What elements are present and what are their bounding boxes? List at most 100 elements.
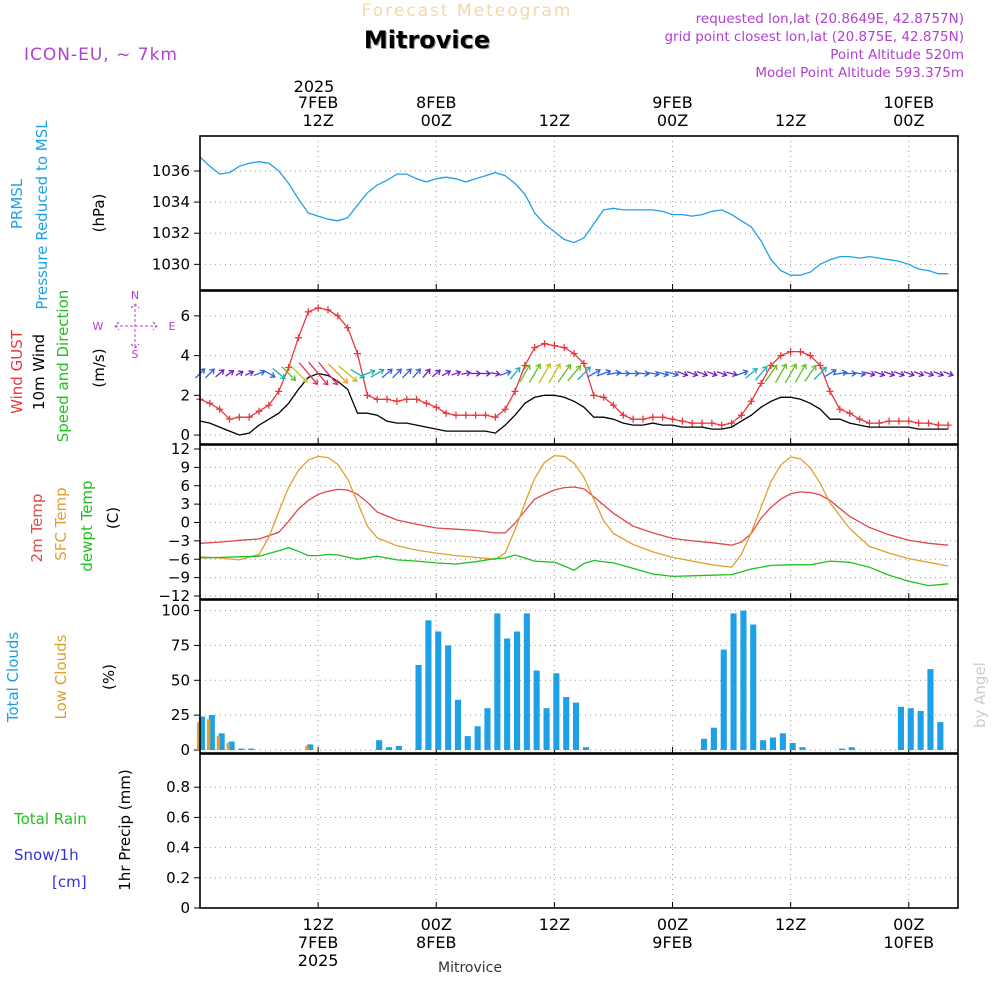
gust-marker [275,387,283,395]
bar-total_cloud [838,748,845,750]
wind-arrow [726,371,737,376]
total-clouds-label: Total Clouds [4,632,22,724]
top-tick-label: 12Z [302,111,333,130]
wind-arrow [577,366,591,381]
wind-arrow [764,364,778,382]
y-tick-label: 0.4 [166,839,190,857]
wind-arrow [677,371,688,376]
wind-arrow [666,371,679,376]
y-tick-label: 6 [180,307,190,325]
series-line-sfc [199,455,949,568]
wind-arrow-head [711,370,718,378]
gust-marker [796,348,804,356]
wind-arrow [262,369,276,378]
watermark: by Angel [971,662,989,728]
y-tick-label: −12 [158,587,190,605]
wind-arrow-head [811,364,817,371]
bar-total_cloud [386,747,393,750]
model-label: ICON-EU, ~ 7km [24,45,178,65]
wind-arrow-head [851,370,857,377]
wind-arrow-head [475,370,482,377]
wind-arrow-head [908,370,915,378]
gust-marker [728,419,736,427]
bottom-tick-label: 12Z [775,915,806,934]
gust-marker [452,411,460,419]
wind-arrow-head [455,369,462,377]
bar-total_cloud [514,631,521,750]
gust-marker [216,405,224,413]
wind-arrow-head [415,368,422,374]
bar-total_cloud [769,737,776,750]
gust-label: Wind GUST [8,329,26,414]
wind-arrow-head [771,364,778,371]
gust-marker [344,324,352,332]
wind-arrow [864,371,875,376]
wind-arrow [359,370,375,377]
wind-arrow [706,371,717,376]
wind-arrow-head [565,363,571,370]
bar-total_cloud [789,743,796,750]
wind-arrow-head [899,370,906,378]
wind-arrow [509,367,521,380]
y-tick-label: −3 [168,532,190,550]
footer-location: Mitrovice [438,960,502,976]
gust-marker [265,401,273,409]
top-year-label: 2025 [294,77,335,96]
y-tick-label: 6 [180,477,190,495]
wind-arrow-head [535,363,542,370]
bar-total_cloud [710,727,717,750]
bar-total_cloud [445,645,452,750]
wind-arrow-head [269,372,276,378]
wind-arrow-head [342,378,349,384]
top-tick-label: 00Z [657,111,688,130]
bar-total_cloud [740,610,747,750]
bar-low_cloud [305,745,309,750]
wind-arrow [205,368,215,379]
wind-arrow-head [435,369,441,376]
wind-arrow [853,371,866,376]
gust-marker [865,419,873,427]
bottom-tick-label: 8FEB [416,933,456,952]
gust-marker [304,308,312,316]
bottom-tick-label: 10FEB [883,933,934,952]
y-tick-label: 3 [180,495,190,513]
gust-marker [531,344,539,352]
wind-arrow-head [378,368,385,375]
gust-marker [934,421,942,429]
bottom-tick-label: 00Z [893,915,924,934]
gust-marker [570,350,578,358]
gust-marker [767,362,775,370]
wind-arrow [451,371,461,376]
wind-arrow-head [841,369,848,377]
gust-marker [560,344,568,352]
panel-frame [199,290,959,445]
wind-arrow-head [351,376,358,382]
wind-arrow [519,364,531,383]
panel-4: 0 0.2 0.4 0.6 0.8 [166,753,959,917]
wind-arrow-head [928,370,935,378]
gust-marker [895,417,903,425]
panel-background [200,754,958,908]
panel-frame [199,753,959,909]
wind-arrow [696,371,708,376]
wind-arrow [338,365,358,382]
top-tick-label: 8FEB [416,93,456,112]
wind-arrow-head [721,370,728,378]
y-tick-label: 0 [180,426,190,444]
bottom-tick-label: 2025 [298,951,339,970]
bottom-tick-label: 9FEB [652,933,692,952]
gust-marker [550,342,558,350]
wind-arrow [596,370,611,377]
wind-arrow [754,366,768,381]
wind-arrow [401,368,412,379]
bar-total_cloud [395,745,402,750]
t2m-label: 2m Temp [28,494,46,563]
low-clouds-label: Low Clouds [52,634,70,719]
wind-arrow [923,371,934,376]
y-tick-label: 2 [180,386,190,404]
gust-marker [432,403,440,411]
wind-arrow-head [702,370,709,378]
wind-arrow [745,368,758,379]
